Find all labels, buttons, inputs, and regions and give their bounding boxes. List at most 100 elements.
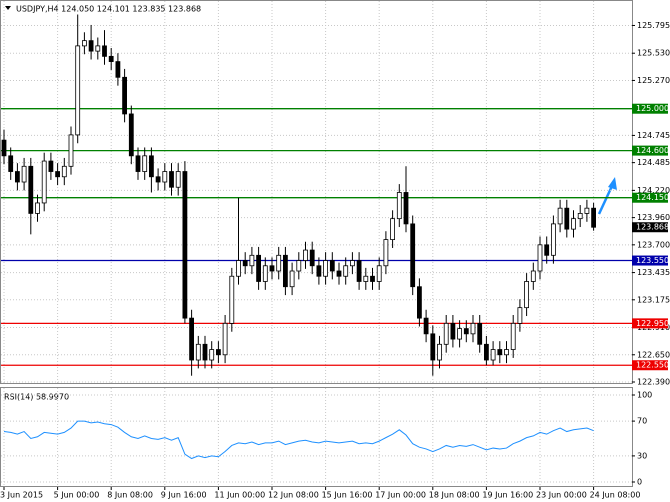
y-tick-label: 123.700 [637,240,670,249]
candle-body [316,265,322,277]
candle-body [269,265,275,272]
candle-body [537,244,543,272]
candle-body [282,254,288,288]
candle-body [457,328,463,340]
candle-body [128,113,134,157]
candle-body [443,322,449,345]
rsi-line [3,420,594,460]
candle-body [215,349,221,356]
rsi-y-tick-label: 70 [637,417,647,426]
candle-body [356,260,362,282]
current-price-box [632,222,668,233]
candle-body [470,322,476,335]
level-label-box [632,145,668,156]
candle-body [256,254,262,282]
level-label: 123.550 [636,256,669,265]
candle-body [517,307,523,324]
candle-body [61,165,67,178]
candle-body [323,260,329,277]
candle-body [490,349,496,361]
x-tick-label: 18 Jun 08:00 [429,491,480,500]
candle-body [437,343,442,361]
level-label-box [632,192,668,203]
candle-body [195,343,201,361]
candle-body [249,254,255,267]
rsi-y-tick-label: 100 [637,391,652,400]
candle-body [390,218,396,240]
candle-body [370,275,375,282]
candle-body [102,45,107,57]
y-tick-label: 122.390 [637,378,670,387]
candle-body [383,239,389,267]
candle-body [222,322,228,356]
candle-body [95,45,101,52]
y-tick-label: 125.270 [637,76,670,85]
candle-body [564,207,570,230]
candle-body [122,76,127,115]
candle-body [162,171,168,183]
candle-body [229,275,235,324]
candle-body [202,343,208,361]
candle-body [189,317,195,361]
candle-body [376,265,382,282]
candle-body [142,155,148,172]
candle-body [410,223,416,288]
y-tick-label: 124.485 [637,158,670,167]
candle-body [209,349,215,361]
x-tick-label: 24 Jun 08:00 [590,491,641,500]
candle-body [544,244,550,256]
rsi-y-tick-label: 0 [637,478,642,487]
candle-body [463,328,469,335]
y-tick-label: 124.220 [637,186,670,195]
candle-body [423,317,429,335]
candle-body [591,207,596,228]
rsi-title: RSI(14) 58.9970 [4,393,69,402]
x-tick-label: 3 Jun 2015 [0,491,43,500]
chart-title: USDJPY,H4 124.050 124.101 123.835 123.86… [16,5,201,14]
level-label: 122.950 [636,319,669,328]
x-tick-label: 15 Jun 16:00 [322,491,373,500]
candle-body [497,349,503,356]
candle-body [289,270,295,288]
y-tick-label: 125.795 [637,21,670,30]
y-tick-label: 124.745 [637,131,670,140]
candle-body [135,155,141,172]
candle-body [48,160,54,172]
candle-body [296,260,302,272]
candle-body [349,260,355,267]
y-tick-label: 123.960 [637,213,670,222]
y-tick-label: 125.530 [637,49,670,58]
y-tick-label: 122.650 [637,350,670,359]
candle-body [524,281,529,309]
candle-body [1,139,7,157]
y-tick-label: 123.435 [637,268,670,277]
candle-body [155,176,161,183]
candle-body [551,223,556,256]
price-panel [0,0,633,384]
candle-body [510,322,516,350]
candle-body [148,155,154,178]
candle-body [396,192,402,220]
candle-body [343,265,349,277]
candle-body [175,171,181,188]
candle-body [329,260,335,272]
title-icon [5,6,11,10]
candle-body [82,40,87,47]
candle-body [88,40,94,52]
candle-body [115,61,121,78]
candle-body [169,171,174,188]
candle-body [303,249,308,261]
candle-body [403,192,409,225]
level-label: 122.550 [636,361,669,370]
x-tick-label: 19 Jun 16:00 [482,491,533,500]
candle-body [363,275,369,282]
candle-body [108,55,114,62]
candle-body [75,45,81,136]
candle-body [557,207,563,225]
candle-body [41,160,47,204]
candle-body [584,207,590,214]
candle-body [577,213,583,220]
x-tick-label: 5 Jun 00:00 [54,491,100,500]
